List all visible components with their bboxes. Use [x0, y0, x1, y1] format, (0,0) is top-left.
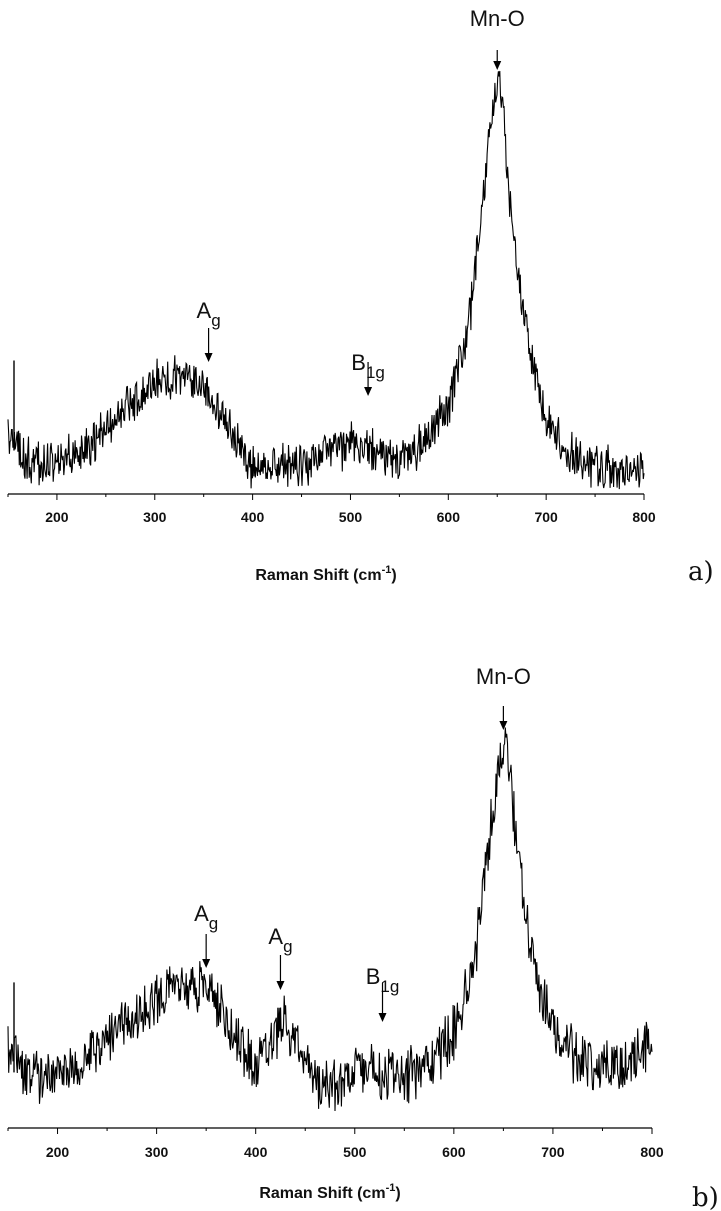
- peak-arrow-head: [276, 981, 285, 990]
- peak-label: Mn-O: [476, 664, 531, 689]
- x-tick-label: 600: [442, 1144, 466, 1160]
- peak-arrow-head: [364, 387, 373, 396]
- panel-label: b): [692, 1183, 719, 1211]
- peak-arrow-head: [378, 1013, 387, 1022]
- peak-arrow-head: [204, 353, 213, 362]
- panel-label: a): [688, 557, 714, 587]
- spectrum-line: [7, 70, 645, 490]
- x-tick-label: 200: [45, 509, 69, 525]
- peak-label: Mn-O: [470, 6, 525, 31]
- peak-label: Ag: [268, 924, 292, 956]
- spectrum-line: [7, 727, 653, 1112]
- x-tick-label: 400: [244, 1144, 268, 1160]
- peak-arrow-head: [499, 721, 508, 730]
- x-tick-label: 400: [241, 509, 265, 525]
- x-tick-label: 300: [143, 509, 167, 525]
- x-tick-label: 300: [145, 1144, 169, 1160]
- x-tick-label: 200: [46, 1144, 70, 1160]
- x-tick-label: 800: [640, 1144, 664, 1160]
- peak-label: Ag: [197, 298, 221, 330]
- x-tick-label: 500: [339, 509, 363, 525]
- x-tick-label: 800: [632, 509, 656, 525]
- chart-panel-b: 200 300 400 500 600 700 800 Raman Shift (cm-1) b…: [7, 664, 719, 1211]
- x-tick-label: 600: [437, 509, 461, 525]
- x-tick-label: 700: [534, 509, 558, 525]
- x-tick-label: 700: [541, 1144, 565, 1160]
- x-tick-label: 500: [343, 1144, 367, 1160]
- peak-label: B1g: [351, 350, 385, 382]
- chart-panel-a: 200 300 400 500 600 700 800 Raman Shift (cm-1) a…: [7, 6, 714, 587]
- peak-label: B1g: [366, 964, 400, 996]
- x-axis-title: Raman Shift (cm-1): [259, 1182, 400, 1202]
- peak-arrow-head: [202, 959, 211, 968]
- peak-label: Ag: [194, 901, 218, 933]
- x-axis-title: Raman Shift (cm-1): [255, 564, 396, 584]
- peak-arrow-head: [493, 61, 502, 70]
